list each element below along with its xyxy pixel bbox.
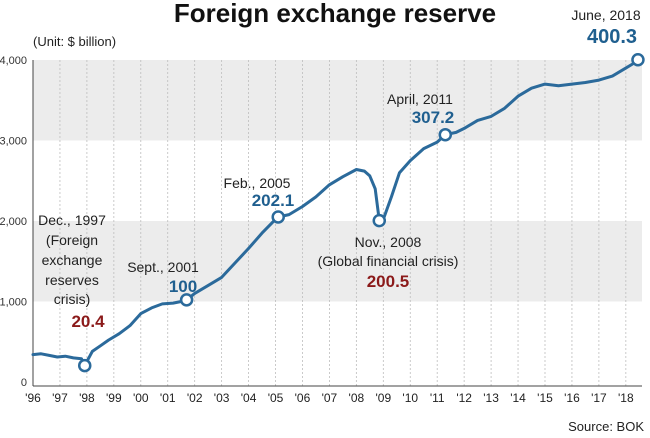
y-tick-label: 3,000 bbox=[0, 136, 27, 148]
annotation-label-line: exchange bbox=[42, 252, 103, 268]
x-tick-label: '11 bbox=[430, 391, 445, 405]
x-tick-label: '13 bbox=[483, 391, 499, 405]
reserve-series-line bbox=[31, 58, 640, 368]
annotation-april-2011: April, 2011 307.2 bbox=[387, 91, 454, 127]
annotation-label-line: Dec., 1997 bbox=[38, 212, 106, 228]
annotation-nov-2008: Nov., 2008 (Global financial crisis) 200… bbox=[318, 234, 459, 291]
annotation-label-line: (Global financial crisis) bbox=[318, 253, 459, 269]
x-tick-label: '14 bbox=[510, 391, 526, 405]
x-tick-label: '03 bbox=[214, 391, 230, 405]
annotation-label-line: crisis) bbox=[54, 291, 91, 307]
x-tick-labels: '96 '97 '98 '99 '00 '01 '02 '03 '04 '05 '06 '07 '08 '… bbox=[25, 391, 634, 405]
x-tick-label: '01 bbox=[160, 391, 176, 405]
highlight-marker bbox=[438, 127, 453, 142]
y-tick-label: 2,000 bbox=[0, 216, 27, 228]
x-tick-label: '09 bbox=[375, 391, 391, 405]
chart-title: Foreign exchange reserve bbox=[174, 0, 496, 28]
y-tick-labels: 0 1,000 2,000 3,000 4,000 bbox=[0, 55, 27, 389]
annotation-label-line: Nov., 2008 bbox=[355, 234, 422, 250]
y-tick-label: 1,000 bbox=[0, 297, 27, 309]
highlight-markers bbox=[77, 53, 645, 373]
y-tick-label: 4,000 bbox=[0, 55, 27, 67]
x-tick-label: '96 bbox=[25, 391, 41, 405]
highlight-marker bbox=[372, 213, 387, 228]
x-tick-label: '97 bbox=[52, 391, 68, 405]
highlight-marker bbox=[271, 210, 285, 224]
annotation-dec-1997: Dec., 1997 (Foreign exchange reserves cr… bbox=[38, 212, 106, 331]
shaded-bands bbox=[33, 60, 642, 302]
x-tick-label: '15 bbox=[537, 391, 553, 405]
annotation-label-line: June, 2018 bbox=[571, 7, 640, 23]
x-tick-label: '07 bbox=[322, 391, 338, 405]
axes bbox=[32, 60, 642, 387]
x-tick-label: '02 bbox=[187, 391, 203, 405]
annotation-value: 307.2 bbox=[412, 108, 455, 127]
shaded-band bbox=[33, 60, 642, 141]
x-tick-label: '99 bbox=[106, 391, 122, 405]
x-tick-label: '06 bbox=[295, 391, 311, 405]
shaded-band bbox=[33, 221, 642, 302]
annotation-value: 400.3 bbox=[587, 26, 637, 48]
highlight-marker bbox=[77, 358, 92, 373]
annotation-label-line: reserves bbox=[45, 272, 99, 288]
x-tick-label: '18 bbox=[618, 391, 634, 405]
x-tick-label: '04 bbox=[241, 391, 257, 405]
annotation-label-line: (Foreign bbox=[46, 232, 98, 248]
x-tick-label: '08 bbox=[349, 391, 365, 405]
unit-label: (Unit: $ billion) bbox=[33, 34, 116, 49]
highlight-marker bbox=[179, 293, 194, 307]
x-tick-label: '00 bbox=[133, 391, 149, 405]
x-tick-label: '17 bbox=[591, 391, 607, 405]
annotation-label-line: Sept., 2001 bbox=[127, 259, 199, 275]
annotation-value: 20.4 bbox=[71, 312, 105, 331]
x-tick-label: '05 bbox=[268, 391, 284, 405]
y-tick-label: 0 bbox=[21, 377, 27, 389]
highlight-marker bbox=[631, 53, 645, 67]
annotation-label-line: April, 2011 bbox=[387, 91, 453, 107]
annotation-value: 202.1 bbox=[252, 191, 295, 210]
source-label: Source: BOK bbox=[568, 419, 644, 434]
annotation-value: 200.5 bbox=[367, 272, 410, 291]
annotation-value: 100 bbox=[169, 277, 197, 296]
annotation-label-line: Feb., 2005 bbox=[224, 175, 291, 191]
x-tick-label: '98 bbox=[79, 391, 95, 405]
x-tick-label: '12 bbox=[456, 391, 472, 405]
x-tick-label: '10 bbox=[402, 391, 418, 405]
annotation-june-2018: June, 2018 400.3 bbox=[571, 7, 640, 48]
annotation-feb-2005: Feb., 2005 202.1 bbox=[224, 175, 295, 210]
annotation-sept-2001: Sept., 2001 100 bbox=[127, 259, 199, 296]
x-tick-label: '16 bbox=[564, 391, 580, 405]
